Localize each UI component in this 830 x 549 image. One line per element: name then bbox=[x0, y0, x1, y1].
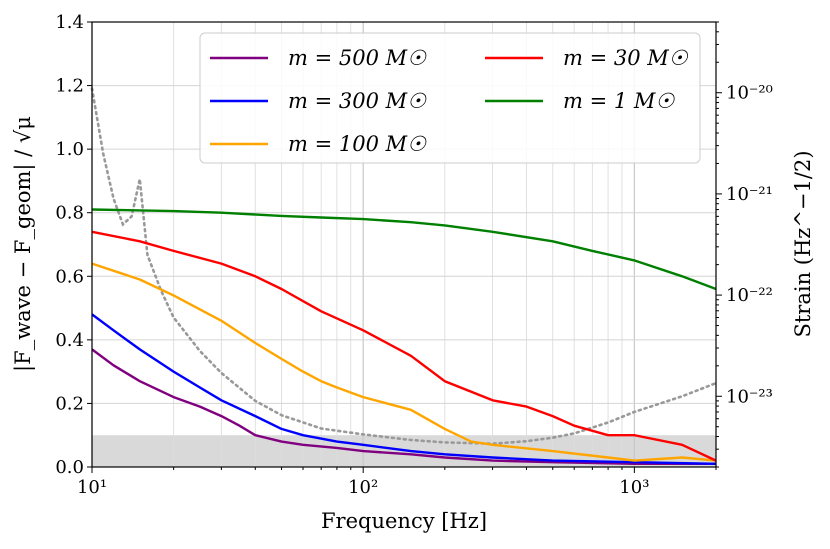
series-line-4 bbox=[91, 208, 717, 291]
series-layer bbox=[91, 208, 717, 465]
x-tick-label: 10² bbox=[348, 477, 378, 498]
y-tick-label: 0.6 bbox=[55, 266, 84, 287]
y2-axis-title: Strain (Hz^−1/2) bbox=[791, 150, 815, 337]
legend-label-2: m = 100 M☉ bbox=[288, 132, 427, 156]
series-line-2 bbox=[91, 262, 717, 462]
legend-label-3: m = 30 M☉ bbox=[563, 46, 689, 70]
x-tick-label: 10³ bbox=[619, 477, 649, 498]
y2-tick-label: 10⁻²¹ bbox=[726, 184, 773, 205]
y-axis-title: |F_wave − F_geom| / √μ bbox=[11, 116, 36, 372]
y-tick-label: 0.8 bbox=[55, 203, 84, 224]
y2-tick-label: 10⁻²² bbox=[726, 285, 773, 306]
legend-box bbox=[199, 32, 701, 164]
plot-frame bbox=[91, 21, 717, 468]
y-tick-label: 0.0 bbox=[55, 457, 84, 478]
y-tick-label: 0.4 bbox=[55, 330, 84, 351]
noise-curve bbox=[90, 87, 718, 446]
label-layer: 0.0 0.2 0.4 0.6 0.8 1.0 1.2 1.4 10¹ 10² 10³ 10⁻²³ 10… bbox=[55, 12, 772, 498]
y-tick-label: 0.2 bbox=[55, 393, 84, 414]
y-tick-label: 1.2 bbox=[55, 76, 84, 97]
legend-label-1: m = 300 M☉ bbox=[288, 89, 427, 113]
series-line-0 bbox=[91, 348, 716, 465]
legend-label-0: m = 500 M☉ bbox=[288, 46, 427, 70]
series-line-3 bbox=[91, 230, 717, 462]
tick-layer bbox=[87, 21, 722, 473]
legend-label-4: m = 1 M☉ bbox=[563, 89, 675, 113]
series-line-1 bbox=[91, 313, 717, 465]
x-tick-label: 10¹ bbox=[77, 477, 107, 498]
y2-tick-label: 10⁻²⁰ bbox=[726, 83, 773, 104]
y-tick-label: 1.4 bbox=[55, 12, 84, 33]
noise-layer bbox=[90, 87, 718, 446]
x-axis-title: Frequency [Hz] bbox=[321, 509, 487, 533]
y-tick-label: 1.0 bbox=[55, 139, 84, 160]
y2-tick-label: 10⁻²³ bbox=[726, 386, 773, 407]
legend: m = 500 M☉ m = 300 M☉ m = 100 M☉ m = 30 M☉ m… bbox=[199, 32, 701, 164]
